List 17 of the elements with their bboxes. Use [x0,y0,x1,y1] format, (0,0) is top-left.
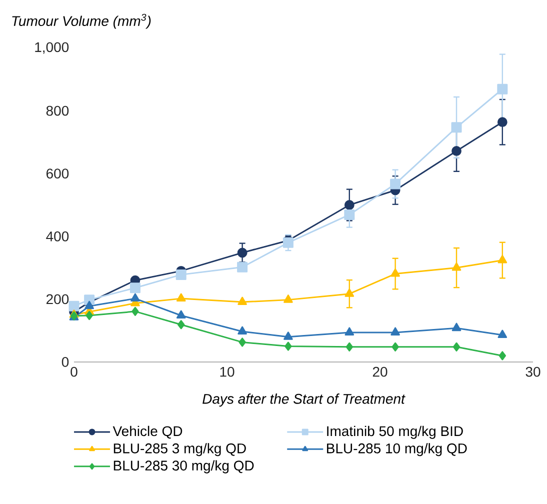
y-tick-label: 0 [62,357,69,367]
x-tick-label: 20 [372,366,388,377]
y-axis-title: Tumour Volume (mm$^{3}$) [12,14,151,29]
x-tick-label: 30 [526,366,540,377]
x-tick-label: 0 [70,366,78,377]
x-axis-title: Days after the Start of Treatment [202,394,406,407]
legend-label: Vehicle QD [112,426,182,439]
legend-label: BLU-285 3 mg/kg QD [114,443,246,456]
y-tick-label: 200 [46,294,69,304]
x-tick-label: 10 [220,366,234,377]
legend-label: BLU-285 30 mg/kg QD [114,460,254,474]
legend-label: Imatinib 50 mg/kg BID [327,426,463,439]
y-tick-label: 1,000 [35,42,69,54]
y-tick-label: 400 [46,231,69,242]
y-tick-label: 800 [46,106,69,116]
legend-label: BLU-285 10 mg/kg QD [327,443,467,456]
y-tick-label: 600 [46,168,69,179]
